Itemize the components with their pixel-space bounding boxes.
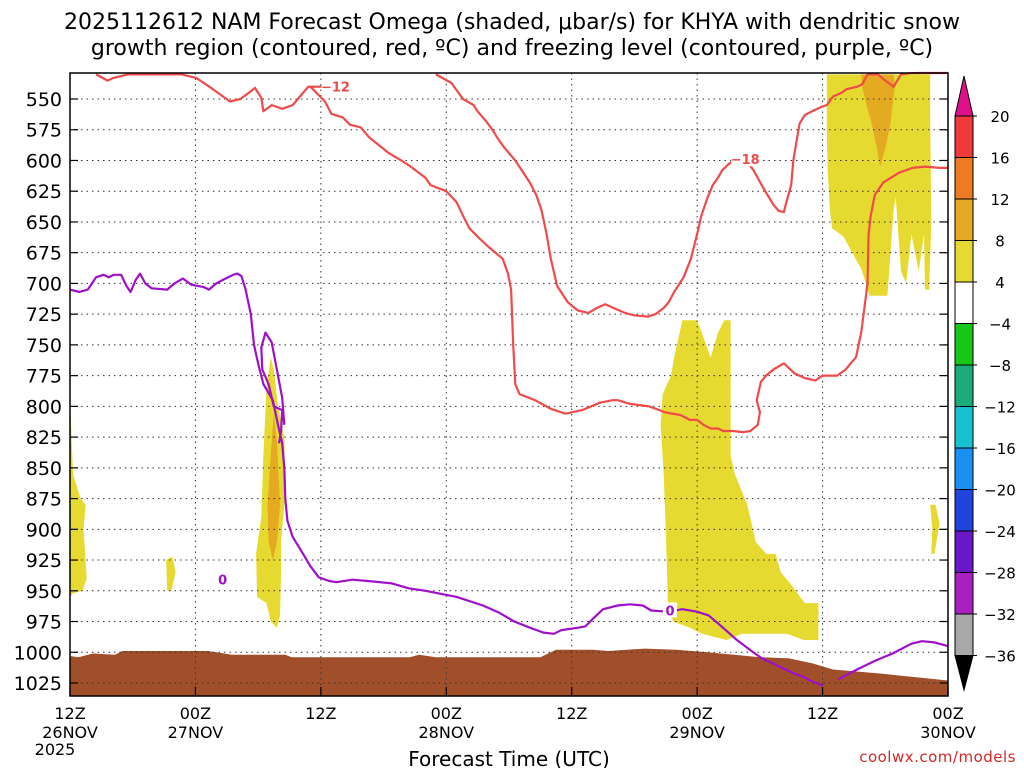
colorbar-label: 8 [995, 233, 1005, 251]
colorbar-bin [954, 198, 974, 241]
colorbar-bin [954, 157, 974, 200]
freezing-level-line [260, 331, 286, 444]
y-tick-label: 750 [26, 335, 62, 357]
colorbar-label: 4 [995, 274, 1005, 292]
x-tick-label-time: 00Z [932, 704, 963, 723]
omega-shading-layer [70, 74, 940, 640]
colorbar-bin [954, 572, 974, 615]
colorbar: 20 16 12 8 4 −4 −8 −12 −16 −20 −24 −28 −32 −36 [954, 75, 1016, 692]
colorbar-label: −32 [984, 606, 1016, 624]
colorbar-bin [954, 240, 974, 283]
x-tick-label-time: 12Z [556, 704, 587, 723]
y-tick-label: 775 [26, 366, 62, 388]
colorbar-top-arrow [954, 75, 974, 117]
x-tick-label-time: 00Z [180, 704, 211, 723]
y-tick-label: 575 [26, 120, 62, 142]
source-credit: coolwx.com/models [859, 748, 1016, 766]
start-year-label: 2025 [35, 740, 76, 759]
colorbar-label: −8 [989, 357, 1011, 375]
y-tick-label: 875 [26, 489, 62, 511]
freezing-label-bg [662, 602, 677, 618]
omega-area [861, 74, 895, 167]
colorbar-label: 12 [990, 191, 1009, 209]
dgz-label-bg [731, 150, 760, 167]
y-tick-label: 900 [26, 519, 62, 541]
y-axis: 550 575 600 625 650 675 700 725 750 775 800 825 850 8… [14, 89, 948, 695]
chart-title-line1: 2025112612 NAM Forecast Omega (shaded, μ… [64, 10, 960, 35]
freezing-level-line [69, 272, 824, 687]
dgz-label-bg [321, 77, 350, 94]
omega-area [70, 400, 87, 597]
colorbar-label: −16 [984, 440, 1016, 458]
dgz-contour-label: −18 [731, 153, 760, 168]
colorbar-bin [954, 613, 974, 656]
freezing-level-label: 0 [218, 574, 227, 589]
x-tick-label-date: 26NOV [42, 723, 98, 742]
y-tick-label: 975 [26, 612, 62, 634]
colorbar-label: −28 [984, 565, 1016, 583]
colorbar-bin [954, 406, 974, 449]
y-tick-label: 800 [26, 396, 62, 418]
colorbar-bin [954, 447, 974, 490]
x-tick-label-time: 12Z [305, 704, 336, 723]
omega-area [826, 74, 932, 296]
dgz-contour-line [435, 71, 948, 318]
y-tick-label: 950 [26, 581, 62, 603]
colorbar-bottom-arrow [954, 655, 974, 692]
plot-frame [69, 72, 949, 697]
y-tick-label: 675 [26, 243, 62, 265]
x-axis-title: Forecast Time (UTC) [408, 747, 610, 768]
colorbar-label: −4 [989, 316, 1011, 334]
y-tick-label: 1000 [14, 642, 62, 664]
y-tick-label: 650 [26, 212, 62, 234]
colorbar-label: −12 [984, 399, 1016, 417]
x-tick-label-date: 28NOV [418, 723, 474, 742]
x-tick-label-date: 29NOV [669, 723, 725, 742]
colorbar-label: −20 [984, 482, 1016, 500]
dgz-contour-line [95, 73, 340, 113]
y-tick-label: 700 [26, 273, 62, 295]
y-tick-label: 1025 [14, 673, 62, 695]
colorbar-bin [954, 489, 974, 532]
x-tick-label-time: 12Z [54, 704, 85, 723]
dgz-contour-line [309, 85, 948, 434]
colorbar-label: 16 [990, 150, 1009, 168]
colorbar-bin [954, 115, 974, 158]
x-tick-label-time: 12Z [807, 704, 838, 723]
x-tick-label-date: 30NOV [920, 723, 976, 742]
terrain-fill [70, 648, 948, 696]
x-tick-label-time: 00Z [681, 704, 712, 723]
y-tick-label: 825 [26, 427, 62, 449]
freezing-level-contours: 00 [69, 272, 949, 687]
y-tick-label: 625 [26, 181, 62, 203]
colorbar-bin [954, 281, 974, 324]
freezing-level-line [837, 640, 949, 681]
colorbar-label: −24 [984, 523, 1016, 541]
omega-area [660, 320, 819, 640]
dendritic-growth-contours: −12 −18 [95, 71, 948, 434]
x-tick-label-date: 27NOV [168, 723, 224, 742]
y-tick-label: 550 [26, 89, 62, 111]
y-tick-label: 925 [26, 550, 62, 572]
omega-area [166, 556, 176, 591]
colorbar-bin [954, 364, 974, 407]
colorbar-bin [954, 530, 974, 573]
omega-area [267, 412, 281, 561]
x-tick-label-time: 00Z [431, 704, 462, 723]
y-tick-label: 725 [26, 304, 62, 326]
freezing-label-bg [215, 571, 230, 587]
y-tick-label: 600 [26, 150, 62, 172]
y-tick-label: 850 [26, 458, 62, 480]
terrain-layer [70, 648, 948, 696]
colorbar-label: 20 [990, 108, 1009, 126]
gridlines [70, 73, 948, 696]
dgz-contour-label: −12 [321, 81, 350, 96]
freezing-level-label: 0 [665, 604, 674, 619]
colorbar-label: −36 [984, 648, 1016, 666]
colorbar-bin [954, 323, 974, 366]
chart-title-line2: growth region (contoured, red, ºC) and f… [91, 36, 933, 61]
